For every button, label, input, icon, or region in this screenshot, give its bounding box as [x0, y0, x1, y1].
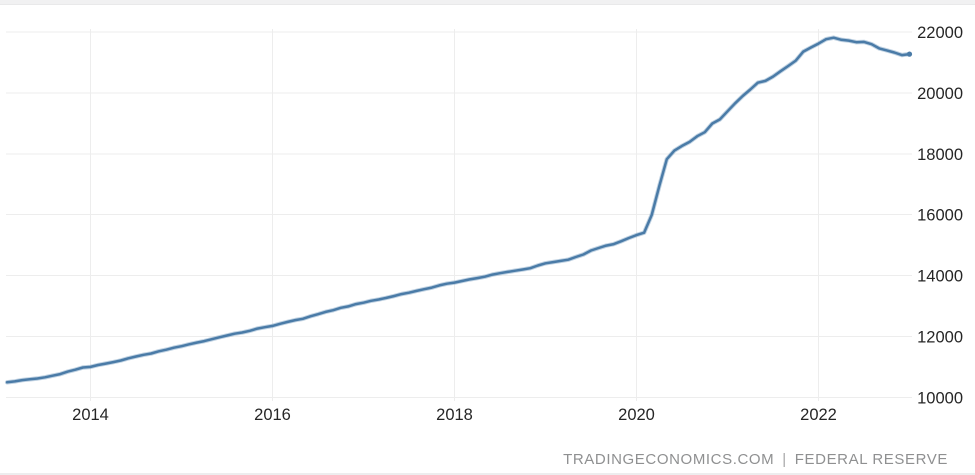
- y-tick-label: 14000: [917, 268, 963, 286]
- y-tick-label: 18000: [917, 146, 963, 164]
- y-tick-label: 16000: [917, 207, 963, 225]
- top-divider: [0, 0, 975, 5]
- source-name-link[interactable]: FEDERAL RESERVE: [794, 451, 948, 468]
- x-tick-label: 2018: [436, 406, 473, 424]
- series-end-dot: [906, 51, 913, 57]
- x-tick-label: 2014: [72, 406, 109, 424]
- source-separator: |: [782, 451, 787, 468]
- y-tick-label: 10000: [917, 390, 963, 408]
- x-tick-label: 2016: [254, 406, 291, 424]
- y-tick-label: 20000: [917, 85, 963, 103]
- x-tick-label: 2020: [618, 406, 655, 424]
- attribution: TRADINGECONOMICS.COM | FEDERAL RESERVE: [563, 451, 948, 468]
- x-tick-label: 2022: [800, 406, 837, 424]
- y-tick-label: 12000: [917, 329, 963, 347]
- source-site-link[interactable]: TRADINGECONOMICS.COM: [563, 451, 775, 468]
- series-line[interactable]: [5, 36, 911, 384]
- y-tick-label: 22000: [917, 24, 963, 42]
- series-line-halo: [4, 35, 912, 385]
- bottom-divider: [0, 473, 975, 475]
